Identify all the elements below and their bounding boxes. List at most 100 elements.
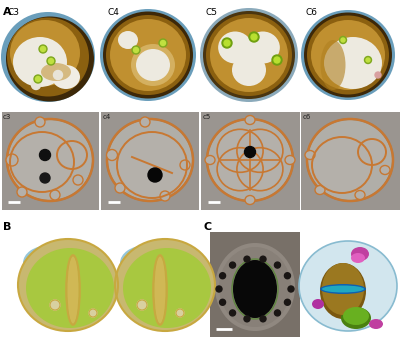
Circle shape: [159, 39, 167, 47]
Ellipse shape: [320, 284, 366, 294]
Ellipse shape: [140, 117, 150, 127]
Ellipse shape: [369, 319, 383, 329]
Text: C4: C4: [107, 8, 119, 17]
Ellipse shape: [322, 286, 364, 292]
Ellipse shape: [233, 260, 277, 318]
Ellipse shape: [1, 12, 95, 102]
Ellipse shape: [6, 118, 94, 202]
Ellipse shape: [6, 154, 18, 166]
Ellipse shape: [285, 155, 295, 164]
Ellipse shape: [203, 11, 295, 99]
Text: B: B: [3, 222, 11, 232]
Ellipse shape: [245, 116, 255, 125]
Ellipse shape: [215, 243, 295, 331]
Circle shape: [220, 299, 226, 305]
Text: c5: c5: [203, 114, 211, 120]
Ellipse shape: [218, 32, 252, 64]
Ellipse shape: [315, 185, 325, 194]
Ellipse shape: [52, 65, 80, 89]
Circle shape: [375, 72, 381, 78]
Circle shape: [89, 309, 97, 317]
Ellipse shape: [206, 14, 292, 96]
Circle shape: [341, 38, 345, 42]
Circle shape: [134, 47, 138, 53]
Ellipse shape: [110, 19, 186, 91]
Ellipse shape: [6, 17, 94, 101]
Ellipse shape: [305, 151, 315, 160]
Ellipse shape: [200, 8, 298, 102]
Circle shape: [274, 262, 280, 268]
Circle shape: [50, 300, 60, 310]
Ellipse shape: [304, 12, 392, 97]
Circle shape: [222, 38, 232, 48]
Circle shape: [40, 173, 50, 183]
Text: C6: C6: [306, 8, 318, 17]
Ellipse shape: [100, 9, 196, 101]
Ellipse shape: [210, 18, 288, 92]
Ellipse shape: [106, 15, 190, 95]
Ellipse shape: [153, 255, 167, 325]
Circle shape: [148, 168, 162, 182]
Ellipse shape: [246, 32, 280, 64]
FancyBboxPatch shape: [210, 232, 300, 337]
Ellipse shape: [123, 248, 211, 328]
Circle shape: [274, 310, 280, 316]
Circle shape: [340, 36, 346, 43]
Ellipse shape: [358, 139, 386, 165]
Ellipse shape: [180, 160, 190, 170]
Ellipse shape: [131, 44, 175, 86]
Ellipse shape: [7, 18, 89, 97]
Ellipse shape: [237, 148, 283, 191]
Circle shape: [284, 299, 290, 305]
Circle shape: [224, 40, 230, 46]
Ellipse shape: [18, 239, 118, 331]
Ellipse shape: [120, 246, 170, 280]
Ellipse shape: [205, 155, 215, 164]
Text: c3: c3: [3, 114, 11, 120]
Ellipse shape: [10, 20, 80, 86]
Circle shape: [40, 150, 50, 161]
Text: C3: C3: [8, 8, 20, 17]
Ellipse shape: [301, 10, 395, 100]
Circle shape: [244, 256, 250, 262]
Ellipse shape: [308, 120, 392, 200]
Circle shape: [366, 58, 370, 62]
Ellipse shape: [103, 11, 193, 98]
Ellipse shape: [355, 191, 365, 200]
Ellipse shape: [136, 49, 170, 81]
Ellipse shape: [50, 190, 60, 200]
Ellipse shape: [57, 141, 87, 169]
Ellipse shape: [311, 20, 385, 90]
Circle shape: [274, 57, 280, 63]
Ellipse shape: [108, 120, 192, 200]
Circle shape: [40, 46, 46, 52]
Ellipse shape: [324, 37, 382, 89]
Circle shape: [249, 32, 259, 42]
Circle shape: [260, 256, 266, 262]
Ellipse shape: [320, 263, 366, 319]
Text: C5: C5: [205, 8, 217, 17]
FancyBboxPatch shape: [201, 112, 300, 210]
Circle shape: [230, 262, 236, 268]
Text: A: A: [3, 7, 12, 17]
Ellipse shape: [23, 246, 73, 280]
Text: c4: c4: [103, 114, 111, 120]
Ellipse shape: [106, 150, 118, 161]
Text: c6: c6: [303, 114, 311, 120]
Circle shape: [34, 75, 42, 83]
Circle shape: [220, 273, 226, 279]
Ellipse shape: [238, 45, 260, 65]
Circle shape: [216, 286, 222, 292]
Ellipse shape: [217, 129, 263, 172]
FancyBboxPatch shape: [2, 112, 99, 210]
Ellipse shape: [351, 247, 369, 261]
Ellipse shape: [351, 253, 365, 263]
Text: C: C: [204, 222, 212, 232]
Circle shape: [284, 273, 290, 279]
Ellipse shape: [127, 41, 179, 89]
Ellipse shape: [306, 118, 394, 202]
Ellipse shape: [341, 307, 371, 329]
Circle shape: [160, 41, 166, 45]
Circle shape: [364, 56, 372, 64]
Ellipse shape: [160, 191, 170, 201]
